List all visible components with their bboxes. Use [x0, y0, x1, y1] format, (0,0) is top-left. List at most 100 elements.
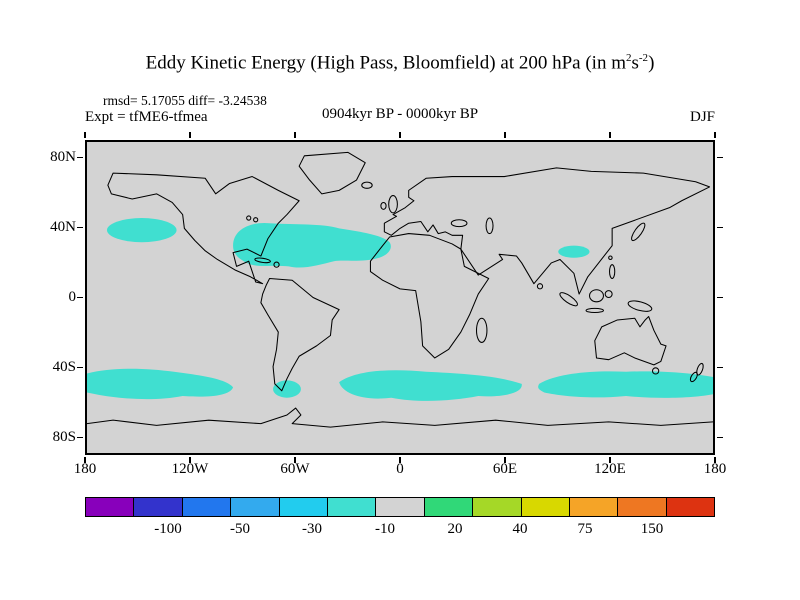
x-axis-tick-label: 0: [396, 461, 404, 477]
coast-taiwan: [608, 255, 613, 261]
coast-black-sea: [450, 219, 468, 228]
coast-eurasia: [383, 167, 711, 295]
x-tick-mark: [189, 457, 191, 463]
coast-tasmania: [651, 367, 660, 375]
coast-greenland: [298, 151, 366, 195]
x-tick-mark: [294, 457, 296, 463]
plot-title: Eddy Kinetic Energy (High Pass, Bloomfie…: [0, 52, 800, 74]
colorbar-cell: [424, 498, 474, 516]
colorbar-cell: [521, 498, 570, 516]
plot-title-text: Eddy Kinetic Energy (High Pass, Bloomfie…: [145, 52, 626, 74]
map-canvas: [87, 142, 713, 453]
y-axis-tick-label: 40N: [50, 219, 76, 235]
colorbar-cell: [231, 498, 280, 516]
coast-java: [585, 307, 604, 314]
experiment-label: Expt = tfME6-tfmea: [85, 109, 208, 125]
title-close-paren: ): [648, 52, 655, 74]
coast-australia: [594, 315, 667, 366]
coast-japan: [631, 222, 646, 242]
x-tick-mark: [294, 132, 296, 138]
x-tick-mark: [504, 132, 506, 138]
colorbar-tick-label: 40: [512, 521, 528, 537]
x-tick-mark: [714, 457, 716, 463]
y-tick-mark: [77, 296, 83, 299]
x-axis-tick-label: 60E: [492, 461, 518, 477]
x-tick-mark: [609, 457, 611, 463]
colorbar-tick-label: -50: [230, 521, 250, 537]
y-tick-mark: [717, 156, 723, 159]
coast-new-guinea: [627, 300, 653, 312]
y-tick-mark: [77, 366, 83, 369]
y-tick-mark: [717, 436, 723, 439]
y-axis-tick-label: 0: [68, 289, 77, 305]
anomaly-south-america-tip: [273, 380, 301, 398]
coast-philippines: [609, 264, 616, 280]
x-tick-mark: [399, 457, 401, 463]
y-tick-mark: [717, 366, 723, 369]
x-tick-mark: [84, 457, 86, 463]
colorbar-cell: [618, 498, 667, 516]
colorbar-cell: [569, 498, 619, 516]
coast-borneo: [589, 289, 604, 303]
x-tick-mark: [84, 132, 86, 138]
colorbar-tick-label: 150: [640, 521, 664, 537]
x-tick-mark: [504, 457, 506, 463]
coast-africa: [369, 233, 490, 359]
x-axis-tick-label: 120W: [171, 461, 209, 477]
x-axis-tick-label: 120E: [594, 461, 626, 477]
coast-new-zealand-south: [689, 371, 698, 383]
coast-antarctica: [87, 407, 713, 428]
colorbar-cell: [473, 498, 522, 516]
coast-ireland: [380, 201, 387, 210]
y-tick-mark: [77, 436, 83, 439]
coast-north-america: [107, 172, 300, 285]
coast-sri-lanka: [536, 283, 544, 290]
coast-iceland: [361, 181, 373, 189]
coast-britain: [388, 195, 398, 214]
anomaly-north-pacific: [106, 218, 177, 243]
x-axis-tick-label: 60W: [280, 461, 310, 477]
anomaly-north-atlantic: [233, 222, 391, 268]
x-tick-mark: [609, 132, 611, 138]
coast-south-america: [260, 277, 340, 392]
coastlines: [87, 151, 713, 428]
anomaly-south-atlantic-indian: [339, 370, 522, 401]
title-superscript-2: 2: [625, 52, 632, 64]
y-axis-tick-label: 80S: [52, 429, 76, 445]
colorbar-cell: [134, 498, 183, 516]
colorbar-cell: [327, 498, 377, 516]
map-background: [87, 142, 713, 453]
anomaly-australasian: [538, 371, 713, 398]
colorbar-tick-label: -100: [154, 521, 182, 537]
y-tick-mark: [77, 156, 83, 159]
y-tick-mark: [77, 226, 83, 229]
season-label: DJF: [689, 109, 715, 125]
anomaly-southeast-asia: [558, 245, 590, 258]
colorbar-cell: [182, 498, 232, 516]
x-tick-mark: [189, 132, 191, 138]
x-tick-mark: [399, 132, 401, 138]
x-tick-mark: [714, 132, 716, 138]
title-superscript-minus2: -2: [638, 52, 649, 64]
world-map: [85, 140, 715, 455]
coast-sumatra: [559, 292, 578, 307]
coast-great-lakes-east: [253, 217, 259, 223]
y-axis-tick-label: 40S: [52, 359, 76, 375]
anomaly-regions: [87, 218, 713, 401]
coast-hispaniola: [273, 261, 280, 268]
period-label: 0904kyr BP - 0000kyr BP: [321, 106, 479, 122]
coast-great-lakes-west: [246, 215, 252, 221]
title-units-s: s: [631, 52, 639, 74]
colorbar: [85, 497, 715, 517]
coast-cuba: [254, 257, 271, 264]
colorbar-cell: [86, 498, 135, 516]
colorbar-tick-label: -10: [375, 521, 395, 537]
coast-sulawesi: [604, 290, 613, 299]
y-tick-mark: [717, 226, 723, 229]
x-axis-tick-label: 180: [703, 461, 727, 477]
colorbar-cell: [666, 498, 715, 516]
coast-madagascar: [475, 317, 488, 343]
colorbar-cell: [279, 498, 328, 516]
anomaly-south-pacific: [87, 368, 234, 400]
